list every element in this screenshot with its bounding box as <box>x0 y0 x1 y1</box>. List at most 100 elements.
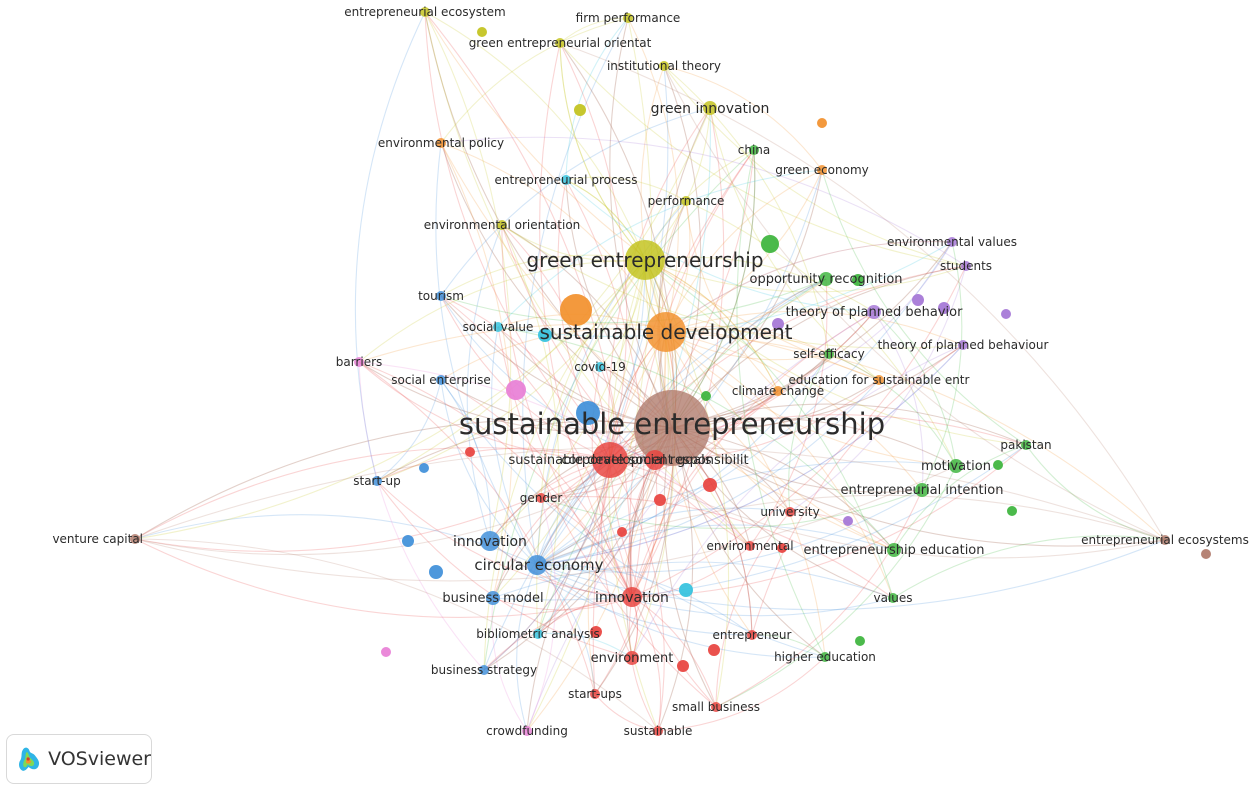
node-start-up[interactable] <box>372 476 382 486</box>
label-china[interactable]: china <box>738 143 771 157</box>
label-start-ups[interactable]: start-ups <box>568 687 622 701</box>
node-climate-change[interactable] <box>773 386 783 396</box>
node-crowdfunding[interactable] <box>522 726 532 736</box>
node-china[interactable] <box>749 145 759 155</box>
vosviewer-badge[interactable]: VOSviewer <box>6 734 152 784</box>
node-small-business[interactable] <box>711 702 721 712</box>
node-green-entrepreneurial-orientat[interactable] <box>555 38 565 48</box>
label-entrepreneurial-ecosystem[interactable]: entrepreneurial ecosystem <box>344 5 505 19</box>
node-marker[interactable] <box>654 494 666 506</box>
label-business-model[interactable]: business model <box>442 591 543 606</box>
label-education-for-sustainable-entr[interactable]: education for sustainable entr <box>789 373 970 387</box>
node-marker[interactable] <box>817 118 827 128</box>
label-social-enterprise[interactable]: social enterprise <box>391 373 491 387</box>
label-crowdfunding[interactable]: crowdfunding <box>486 724 568 738</box>
node-opportunity-recognition[interactable] <box>819 272 833 286</box>
node-theory-of-planned-behavior[interactable] <box>867 305 881 319</box>
node-gender[interactable] <box>536 493 546 503</box>
node-sustainable-entrepreneurship[interactable] <box>634 390 710 466</box>
node-pakistan[interactable] <box>1021 440 1031 450</box>
node-sustainable-development-goals[interactable] <box>592 442 628 478</box>
label-environmental[interactable]: environmental <box>706 539 793 553</box>
label-values[interactable]: values <box>873 591 912 605</box>
label-theory-of-planned-behaviour[interactable]: theory of planned behaviour <box>878 338 1049 352</box>
node-marker[interactable] <box>576 401 600 425</box>
node-marker[interactable] <box>538 328 552 342</box>
node-green-entrepreneurship[interactable] <box>625 240 665 280</box>
node-entrepreneur[interactable] <box>747 630 757 640</box>
label-entrepreneur[interactable]: entrepreneur <box>713 628 792 642</box>
label-environmental-orientation[interactable]: environmental orientation <box>424 218 581 232</box>
node-marker[interactable] <box>381 647 391 657</box>
node-marker[interactable] <box>465 447 475 457</box>
label-self-efficacy[interactable]: self-efficacy <box>793 347 865 361</box>
node-social-value[interactable] <box>493 322 503 332</box>
node-environmental-values[interactable] <box>947 237 957 247</box>
label-tourism[interactable]: tourism <box>418 289 464 303</box>
label-social-value[interactable]: social value <box>463 320 534 334</box>
node-environmental-orientation[interactable] <box>497 220 507 230</box>
label-covid-19[interactable]: covid-19 <box>574 360 626 374</box>
label-innovation-red[interactable]: innovation <box>595 590 669 606</box>
label-entrepreneurial-intention[interactable]: entrepreneurial intention <box>841 483 1004 498</box>
node-environment[interactable] <box>625 651 639 665</box>
node-marker[interactable] <box>402 535 414 547</box>
label-small-business[interactable]: small business <box>672 700 760 714</box>
node-marker[interactable] <box>419 463 429 473</box>
node-green-innovation[interactable] <box>703 101 717 115</box>
label-motivation[interactable]: motivation <box>921 459 991 474</box>
node-entrepreneurial-ecosystem[interactable] <box>420 7 430 17</box>
node-barriers[interactable] <box>354 357 364 367</box>
label-green-entrepreneurial-orientat[interactable]: green entrepreneurial orientat <box>469 36 652 50</box>
node-marker[interactable] <box>677 660 689 672</box>
label-sustainable-development-goals[interactable]: sustainable development goals <box>508 453 711 468</box>
label-green-innovation[interactable]: green innovation <box>651 101 770 117</box>
label-sustainable-development[interactable]: sustainable development <box>540 320 793 344</box>
node-circular-economy[interactable] <box>527 555 547 575</box>
node-marker[interactable] <box>617 527 627 537</box>
label-green-entrepreneurship[interactable]: green entrepreneurship <box>526 248 763 272</box>
label-theory-of-planned-behavior[interactable]: theory of planned behavior <box>786 305 964 320</box>
label-venture-capital[interactable]: venture capital <box>52 532 143 546</box>
node-marker[interactable] <box>477 27 487 37</box>
label-corporate-social-responsibility[interactable]: corporate social responsibilit <box>561 453 748 468</box>
label-institutional-theory[interactable]: institutional theory <box>607 59 721 73</box>
node-marker[interactable] <box>574 104 586 116</box>
node-corporate-social-responsibility[interactable] <box>645 450 665 470</box>
node-marker[interactable] <box>772 318 784 330</box>
label-entrepreneurial-ecosystems[interactable]: entrepreneurial ecosystems <box>1081 533 1249 547</box>
node-marker[interactable] <box>1001 309 1011 319</box>
node-marker[interactable] <box>701 391 711 401</box>
node-self-efficacy[interactable] <box>824 349 834 359</box>
node-entrepreneurial-intention[interactable] <box>915 483 929 497</box>
node-marker[interactable] <box>679 583 693 597</box>
node-marker[interactable] <box>506 380 526 400</box>
label-gender[interactable]: gender <box>520 491 563 505</box>
node-students[interactable] <box>961 261 971 271</box>
label-performance[interactable]: performance <box>648 194 725 208</box>
label-higher-education[interactable]: higher education <box>774 650 876 664</box>
node-marker[interactable] <box>855 636 865 646</box>
label-environmental-policy[interactable]: environmental policy <box>378 136 504 150</box>
node-business-model[interactable] <box>486 591 500 605</box>
node-entrepreneurship-education[interactable] <box>887 543 901 557</box>
label-sustainable[interactable]: sustainable <box>624 724 693 738</box>
label-bibliometric-analysis[interactable]: bibliometric analysis <box>476 627 600 641</box>
node-motivation[interactable] <box>949 459 963 473</box>
label-business-strategy[interactable]: business strategy <box>431 663 537 677</box>
node-green-economy[interactable] <box>817 165 827 175</box>
label-green-economy[interactable]: green economy <box>775 163 869 177</box>
label-climate-change[interactable]: climate change <box>732 384 824 398</box>
node-marker[interactable] <box>761 235 779 253</box>
label-environment[interactable]: environment <box>591 651 674 666</box>
node-covid-19[interactable] <box>595 362 605 372</box>
node-institutional-theory[interactable] <box>659 61 669 71</box>
node-performance[interactable] <box>681 196 691 206</box>
node-theory-of-planned-behaviour[interactable] <box>958 340 968 350</box>
label-circular-economy[interactable]: circular economy <box>474 556 603 574</box>
node-venture-capital[interactable] <box>130 534 140 544</box>
node-social-enterprise[interactable] <box>436 375 446 385</box>
label-pakistan[interactable]: pakistan <box>1000 438 1051 452</box>
node-environmental[interactable] <box>745 541 755 551</box>
